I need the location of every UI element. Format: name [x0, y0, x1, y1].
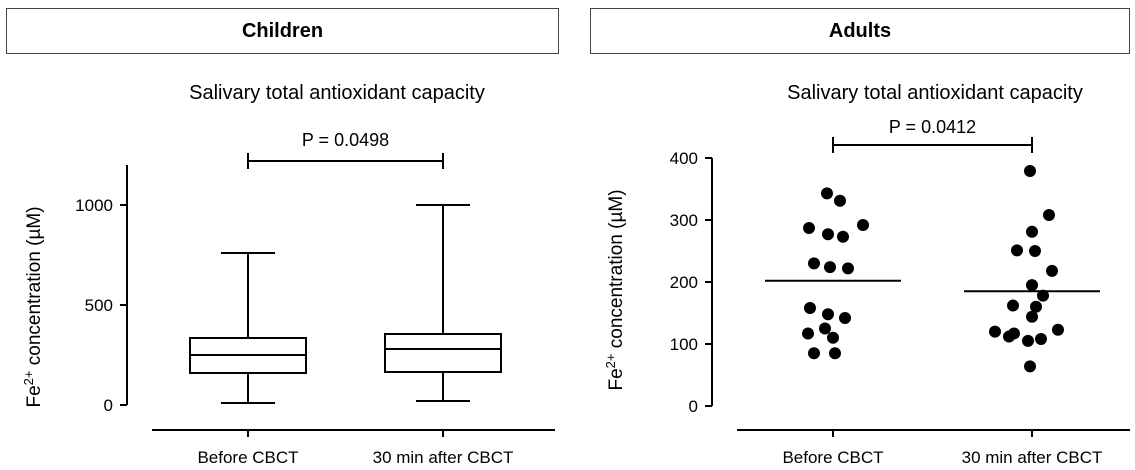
panel-header-children: Children — [6, 8, 559, 54]
significance-label: P = 0.0412 — [889, 117, 976, 137]
data-point — [1024, 165, 1036, 178]
x-tick-label: 30 min after CBCT — [962, 448, 1103, 467]
data-point — [808, 347, 820, 360]
data-point — [822, 308, 834, 321]
data-point — [803, 222, 815, 235]
data-point — [1026, 279, 1038, 292]
data-point — [1035, 333, 1047, 346]
data-point — [837, 230, 849, 243]
data-point — [1007, 299, 1019, 312]
data-point — [804, 302, 816, 315]
y-axis-label: Fe2+ concentration (µM) — [21, 206, 46, 407]
x-tick-label: Before CBCT — [197, 448, 298, 467]
data-point — [842, 262, 854, 275]
y-tick-label: 400 — [670, 149, 698, 168]
data-point — [827, 331, 839, 344]
box — [384, 333, 502, 373]
chart-title: Salivary total antioxidant capacity — [189, 82, 485, 104]
data-point — [839, 311, 851, 324]
data-point — [989, 325, 1001, 338]
data-point — [1046, 264, 1058, 277]
data-point — [1030, 300, 1042, 313]
data-point — [1026, 225, 1038, 238]
data-point — [819, 322, 831, 335]
data-point — [1011, 244, 1023, 257]
data-point — [829, 347, 841, 360]
y-axis-label: Fe2+ concentration (µM) — [603, 189, 628, 390]
y-tick-label: 300 — [670, 211, 698, 230]
data-point — [1026, 310, 1038, 323]
data-point — [834, 194, 846, 207]
y-tick-label: 100 — [670, 335, 698, 354]
data-point — [1003, 330, 1015, 343]
data-point — [857, 218, 869, 231]
data-point — [802, 327, 814, 340]
data-point — [1052, 323, 1064, 336]
data-point — [824, 261, 836, 274]
chart-title: Salivary total antioxidant capacity — [787, 82, 1083, 104]
data-point — [1043, 209, 1055, 222]
x-tick-label: 30 min after CBCT — [373, 448, 514, 467]
y-tick-label: 0 — [689, 397, 698, 416]
y-tick-label: 200 — [670, 273, 698, 292]
data-point — [1029, 245, 1041, 257]
data-point — [1024, 360, 1036, 373]
panel-header-adults: Adults — [590, 8, 1130, 54]
y-tick-label: 500 — [85, 296, 113, 315]
data-point — [808, 257, 820, 270]
data-point — [1022, 334, 1034, 347]
y-tick-label: 1000 — [75, 196, 113, 215]
y-tick-label: 0 — [104, 396, 113, 415]
data-point — [821, 187, 833, 200]
data-point — [1037, 289, 1049, 302]
significance-label: P = 0.0498 — [302, 130, 389, 150]
data-point — [822, 228, 834, 241]
x-tick-label: Before CBCT — [782, 448, 883, 467]
